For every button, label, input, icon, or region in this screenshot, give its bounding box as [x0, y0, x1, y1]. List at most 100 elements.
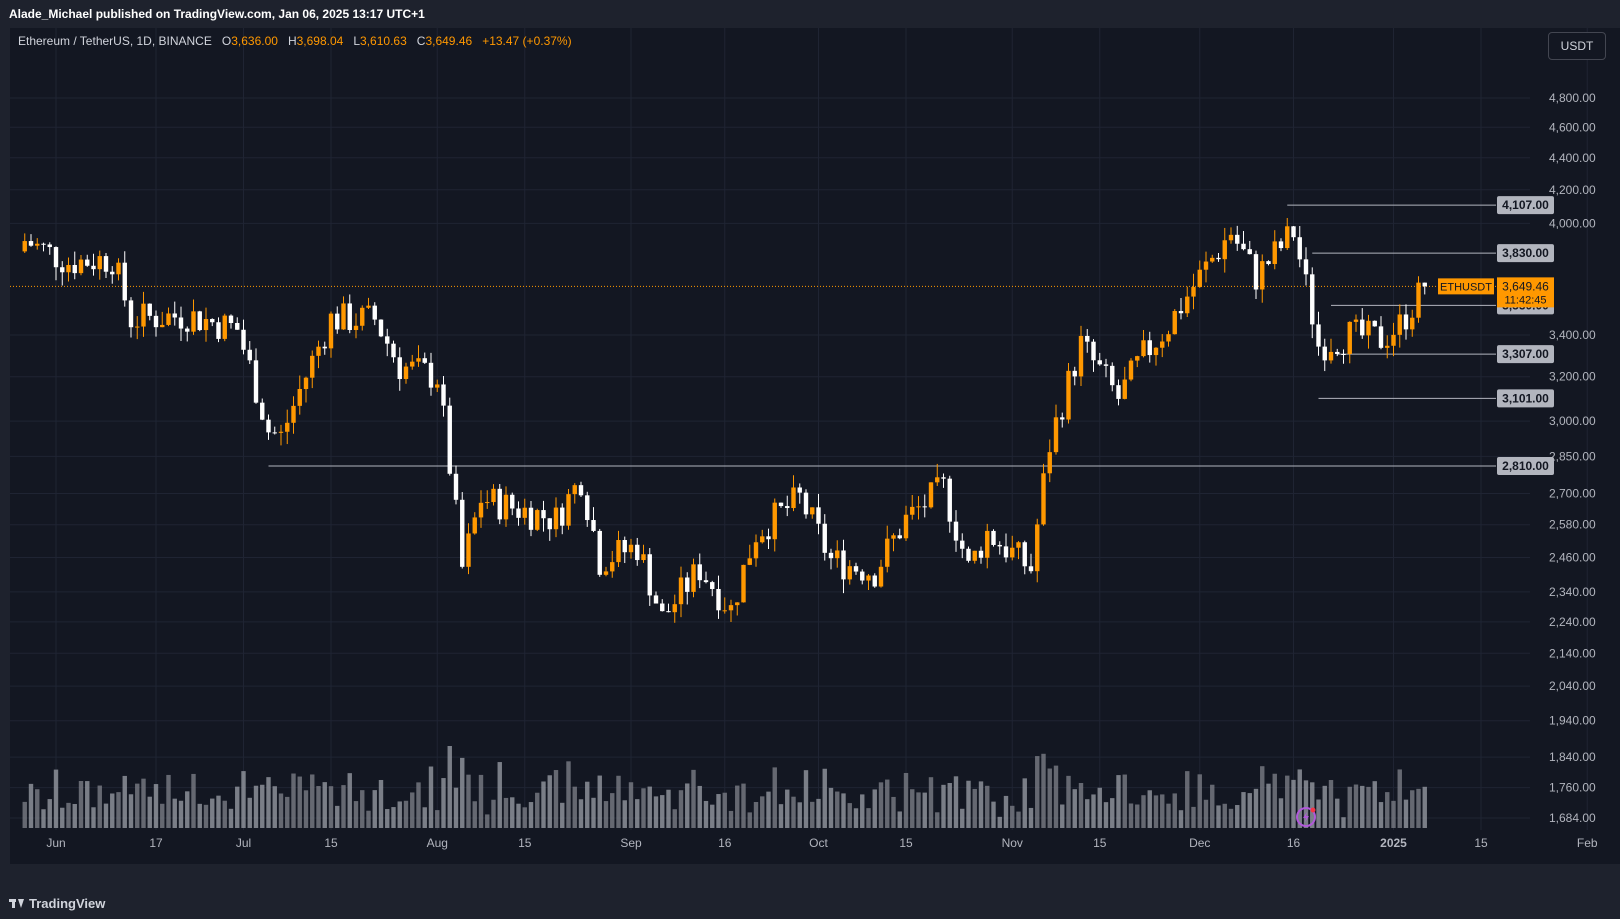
volume-bar — [685, 783, 690, 828]
volume-bar — [1410, 790, 1415, 828]
volume-bar — [772, 767, 777, 828]
candle-body — [35, 243, 40, 246]
volume-bar — [528, 802, 534, 828]
candle-body — [1047, 452, 1052, 474]
volume-bar — [1085, 799, 1090, 828]
candle-body — [785, 506, 790, 509]
candle-body — [997, 544, 1002, 547]
volume-bar — [953, 776, 959, 828]
candle-body — [278, 431, 284, 433]
candle-body — [216, 322, 221, 339]
candle-body — [1228, 234, 1234, 241]
candle-body — [735, 602, 740, 606]
volume-bar — [535, 792, 540, 828]
y-tick-label: 4,800.00 — [1549, 91, 1596, 105]
volume-bar — [1228, 808, 1234, 828]
candle-body — [47, 244, 52, 248]
volume-bar — [735, 785, 740, 828]
candle-body — [541, 510, 546, 519]
volume-bar — [191, 773, 196, 828]
volume-bar — [691, 769, 696, 828]
y-tick-label: 4,200.00 — [1549, 183, 1596, 197]
candle-body — [197, 311, 202, 331]
y-tick-label: 2,460.00 — [1549, 550, 1596, 564]
candle-body — [1316, 324, 1321, 347]
candle-body — [985, 530, 990, 558]
x-tick-label: 15 — [324, 836, 338, 850]
candle-body — [22, 241, 27, 252]
candle-body — [1416, 282, 1421, 318]
volume-bar — [378, 779, 384, 828]
candle-body — [41, 243, 46, 245]
candle-body — [547, 518, 552, 530]
x-tick-label: Dec — [1189, 836, 1210, 850]
tradingview-logo[interactable]: TradingView — [9, 896, 105, 911]
candle-body — [1103, 364, 1109, 366]
candle-body — [853, 566, 859, 572]
volume-bar — [485, 814, 490, 828]
candle-body — [641, 554, 646, 561]
candle-body — [722, 610, 727, 612]
volume-bar — [1266, 783, 1271, 828]
volume-bar — [228, 808, 234, 828]
volume-bar — [1322, 785, 1327, 828]
volume-bar — [316, 786, 321, 828]
y-tick-label: 2,040.00 — [1549, 679, 1596, 693]
candle-body — [1035, 524, 1040, 572]
volume-bar — [197, 803, 202, 828]
candle-body — [841, 550, 846, 580]
candle-body — [1016, 542, 1021, 548]
candle-body — [1153, 347, 1159, 356]
y-tick-label: 3,000.00 — [1549, 414, 1596, 428]
y-tick-label: 1,684.00 — [1549, 811, 1596, 825]
volume-bar — [603, 801, 609, 828]
candle-body — [797, 487, 802, 493]
open-label: O — [221, 34, 232, 48]
volume-bar — [566, 761, 571, 828]
volume-bar — [335, 805, 340, 828]
currency-button[interactable]: USDT — [1548, 32, 1606, 60]
volume-bar — [1135, 804, 1140, 828]
candle-body — [447, 405, 452, 474]
y-tick-label: 3,400.00 — [1549, 328, 1596, 342]
candle-body — [710, 582, 715, 589]
volume-bar — [1335, 798, 1340, 828]
volume-bar — [1091, 794, 1096, 828]
candle-body — [528, 507, 534, 530]
candle-body — [428, 362, 434, 388]
candle-body — [203, 319, 209, 331]
volume-bar — [260, 784, 265, 828]
volume-bar — [1128, 803, 1134, 828]
candle-body — [147, 303, 152, 316]
volume-bar — [985, 785, 990, 828]
candle-body — [235, 323, 240, 330]
candle-body — [741, 564, 746, 603]
volume-bar — [441, 778, 446, 828]
high-value: 3,698.04 — [296, 34, 344, 48]
candle-body — [953, 521, 959, 541]
level-price-label: 4,107.00 — [1502, 198, 1549, 212]
candle-body — [816, 507, 821, 524]
volume-bar — [41, 809, 46, 828]
candle-body — [1310, 274, 1315, 325]
volume-bar — [22, 801, 27, 828]
candle-body — [1085, 335, 1090, 342]
candle-body — [1185, 296, 1190, 314]
candle-body — [285, 422, 290, 432]
volume-bar — [28, 783, 34, 828]
volume-bar — [1153, 795, 1159, 828]
volume-bar — [178, 800, 184, 828]
volume-bar — [516, 803, 521, 828]
y-tick-label: 1,840.00 — [1549, 750, 1596, 764]
candle-body — [1141, 340, 1146, 357]
candle-body — [460, 499, 465, 567]
candle-body — [1066, 370, 1071, 420]
volume-bar — [1253, 788, 1259, 828]
price-scale[interactable] — [1530, 28, 1620, 864]
candle-body — [1341, 353, 1346, 355]
chart-pane[interactable] — [10, 28, 1530, 864]
volume-bar — [460, 757, 465, 828]
volume-bar — [941, 784, 946, 828]
volume-bar — [241, 771, 246, 828]
